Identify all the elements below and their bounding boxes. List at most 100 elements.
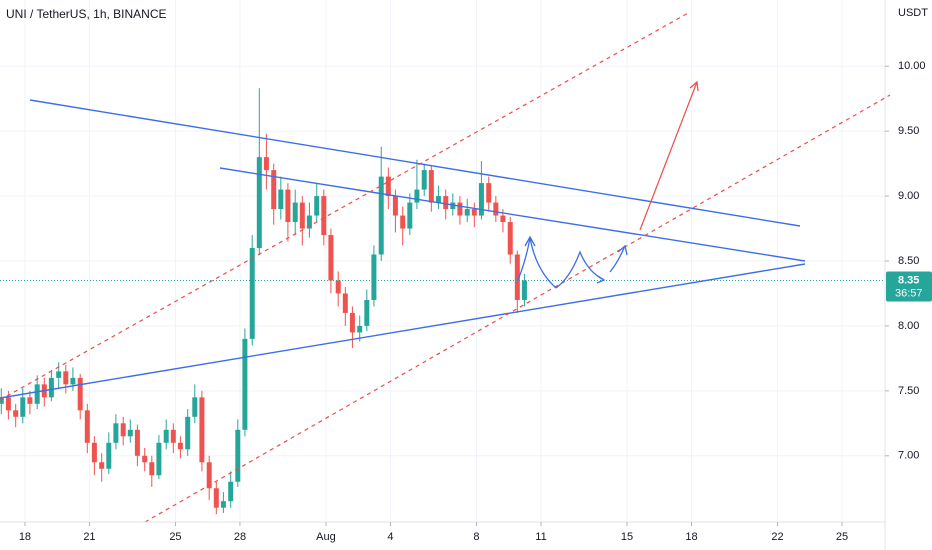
candle-body [120,423,126,437]
y-tick-label: 7.00 [898,450,919,462]
candle-body [156,442,162,476]
projection-path [609,247,625,273]
candle-body [335,280,341,294]
y-tick-label: 9.50 [898,125,919,137]
y-tick-label: 8.00 [898,320,919,332]
candle-body [242,338,248,430]
candle-body [77,377,83,411]
candle-body [521,280,527,300]
candle-body [357,325,363,333]
candle-body [464,209,470,216]
candle-body [206,462,212,489]
candle-body [20,397,26,417]
x-tick-label: 18 [685,531,697,543]
candle-body [314,196,320,216]
candle-body [421,170,427,190]
x-tick-label: 18 [19,531,31,543]
candle-body [271,170,277,210]
y-tick-label: 7.50 [898,385,919,397]
candle-body [349,312,355,333]
candle-body [63,371,69,385]
candle-body [414,189,420,203]
candle-body [249,248,255,339]
candle-body [199,397,205,463]
candle-body [514,254,520,300]
channel-line [144,94,891,523]
candle-body [235,429,241,482]
x-tick-label: 25 [836,531,848,543]
candle-body [113,423,119,443]
price-box [886,271,932,302]
candle-body [0,397,4,404]
candle-body [213,488,219,508]
x-tick-label: 15 [621,531,633,543]
candle-body [170,429,176,443]
candle-body [163,429,169,443]
arrow-head [689,80,699,92]
y-tick-label: 8.50 [898,255,919,267]
x-tick-label: 28 [234,531,246,543]
candle-body [500,215,506,223]
candle-body [478,183,484,216]
candle-body [56,371,62,378]
drawings [0,11,891,523]
candle-body [70,377,76,385]
x-tick-label: 21 [83,531,95,543]
y-axis-label: USDT [898,7,928,19]
x-tick-label: 11 [535,531,546,543]
trendline [29,99,801,227]
arrow [639,81,698,231]
candle-body [378,176,384,255]
price-label: 8.35 [898,274,919,286]
candle-body [263,157,269,171]
candle-body [228,481,234,502]
candle-body [435,196,441,203]
candle-body [5,397,11,411]
candle-body [385,176,391,197]
grid [0,0,885,522]
candle-body [299,202,305,229]
x-tick-label: 22 [771,531,783,543]
candle-body [486,183,492,203]
candle-body [106,442,112,469]
arrow-head [617,244,628,256]
countdown: 36:57 [895,287,923,299]
candle-body [507,222,513,255]
candles [0,88,885,515]
candle-body [471,209,477,216]
trendline [0,263,806,399]
candle-body [428,170,434,203]
y-tick-label: 10.00 [898,60,926,72]
candle-body [371,254,377,300]
candle-body [278,189,284,210]
candle-body [328,235,334,281]
candle-body [407,202,413,229]
candle-body [192,397,198,417]
channel-line [0,11,691,401]
chart-title: UNI / TetherUS, 1h, BINANCE [6,7,167,21]
candle-body [99,462,105,469]
candle-body [493,202,499,216]
candle-body [91,442,97,463]
x-tick-label: 8 [473,531,479,543]
candle-body [27,397,33,404]
x-tick-label: 25 [169,531,181,543]
candle-body [321,196,327,236]
candle-body [185,416,191,450]
candle-body [256,157,262,249]
candle-body [457,202,463,216]
candle-body [392,196,398,216]
y-tick-label: 9.00 [898,190,919,202]
candle-body [450,202,456,210]
candle-body [84,410,90,443]
arrow-head [524,235,536,247]
axes: 7.00 7.50 8.00 8.50 9.00 9.50 10.00 18 21 25 28 Aug… [19,60,932,543]
candle-body [134,429,140,456]
candle-body [292,202,298,223]
candle-body [342,293,348,313]
candle-body [142,455,148,463]
candle-body [34,384,40,404]
candle-body [364,299,370,326]
